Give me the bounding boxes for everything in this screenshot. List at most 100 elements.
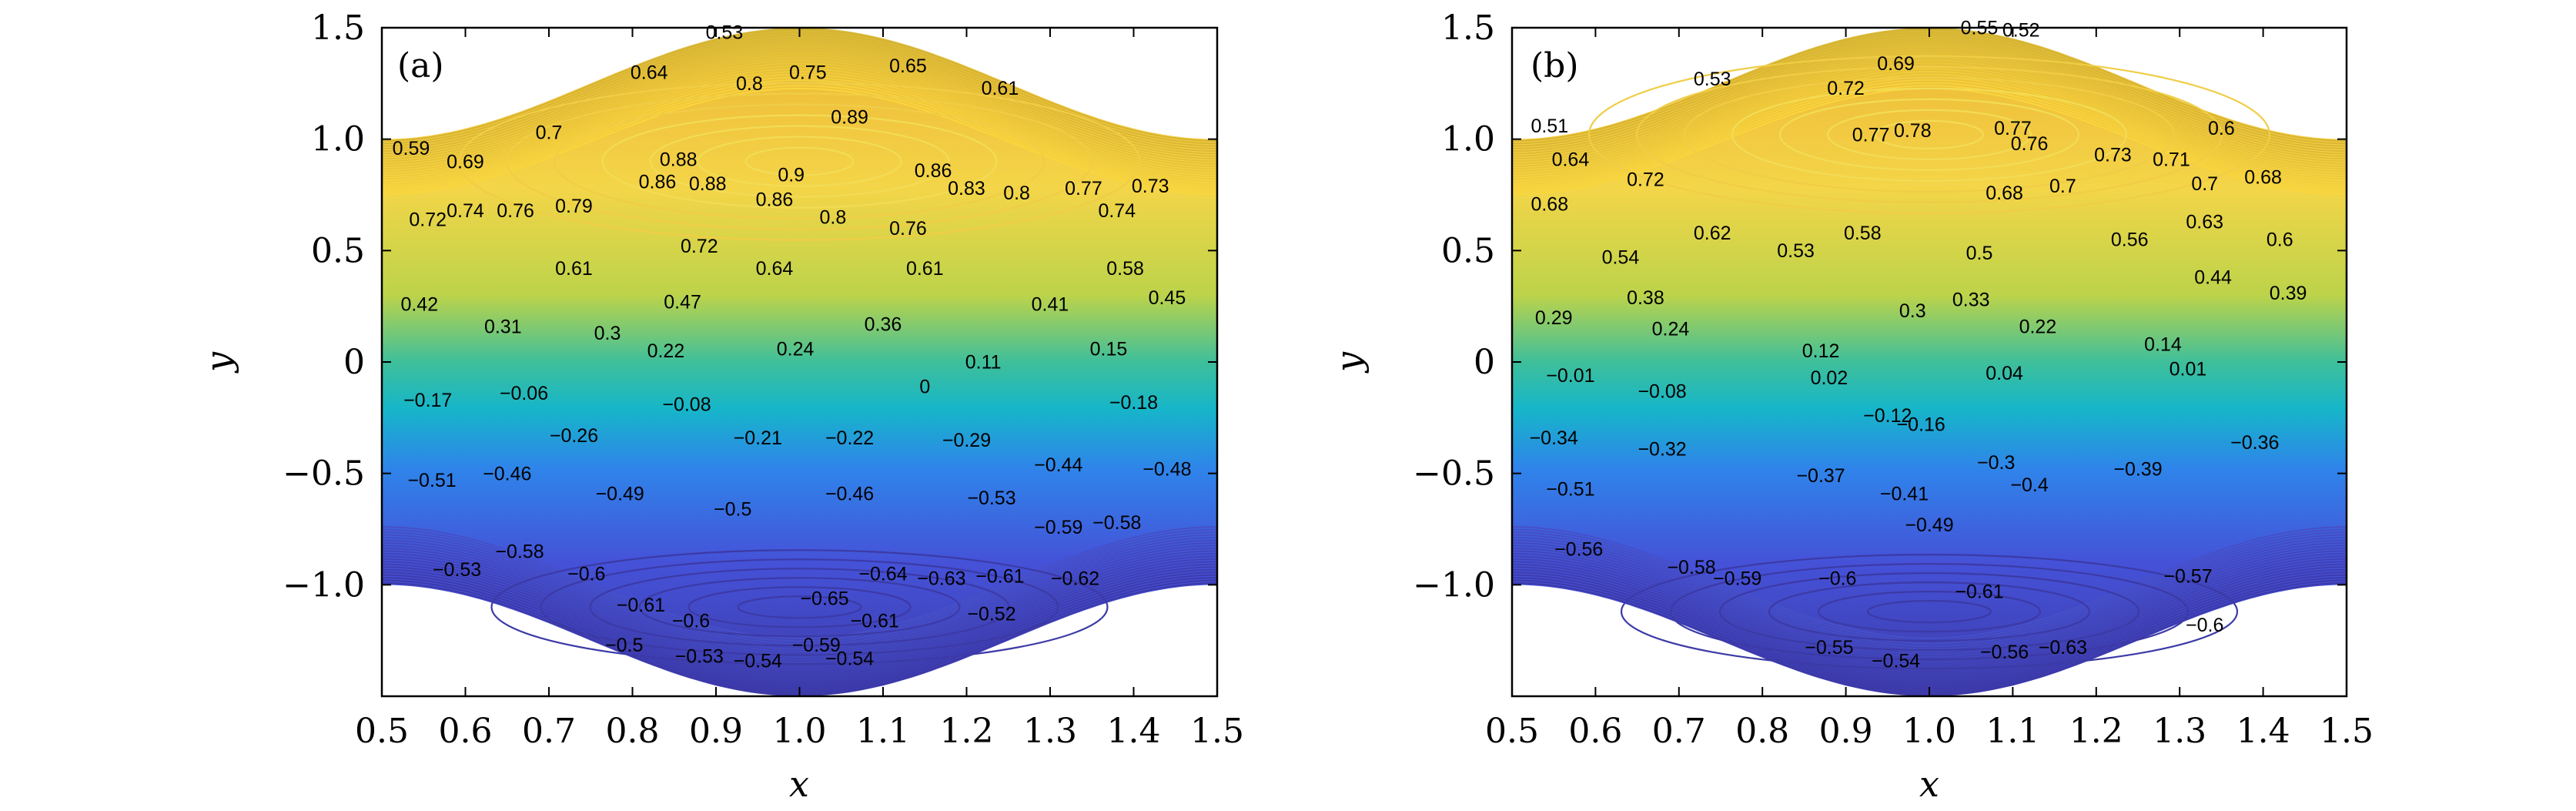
panel-a-lower-eddy-ring xyxy=(638,577,961,638)
panel-a-contour-label: 0.61 xyxy=(906,258,944,280)
panel-b-upper-streamline xyxy=(1512,39,2347,152)
panel-b-upper-eddy-ring xyxy=(1635,65,2223,203)
panel-a-lower-streamline xyxy=(382,571,1217,685)
panel-a-x-tick-label: 1.1 xyxy=(856,712,910,751)
panel-a-contour-label: 0.72 xyxy=(409,209,447,231)
panel-a-flow-field xyxy=(382,28,1217,696)
panel-a-contour-label: −0.52 xyxy=(967,604,1015,625)
panel-a-upper-streamline xyxy=(382,87,1217,196)
panel-b-contour-label: −0.6 xyxy=(1818,568,1856,589)
panel-a-lower-streamline xyxy=(382,561,1217,674)
panel-a-y-tick-label: 0 xyxy=(343,343,365,382)
panel-a-contour-label: 0.69 xyxy=(447,151,484,173)
panel-a-y-ticks: 1.5 1.0 0.5 0 −0.5 −1.0 xyxy=(283,8,1217,605)
panel-a-lower-streamline xyxy=(382,547,1217,661)
panel-b-upper-eddy-ring xyxy=(1874,119,1985,149)
panel-b-contour-label: 0.01 xyxy=(2170,358,2207,380)
panel-a-lower-streamline xyxy=(382,528,1217,642)
panel-a-upper-eddy-ring xyxy=(506,92,1093,230)
panel-b-contour-label: 0.63 xyxy=(2186,211,2223,233)
panel-b-contour-label: −0.32 xyxy=(1638,439,1686,461)
panel-b-contour-label: 0.5 xyxy=(1966,243,1993,264)
panel-a-lower-streamline xyxy=(382,558,1217,672)
panel-b-x-axis-title: x xyxy=(1919,763,1939,805)
panel-a-x-tick-label: 1.2 xyxy=(940,712,994,751)
panel-a-x-tick-label: 0.7 xyxy=(522,712,576,751)
panel-a-contour-label: −0.63 xyxy=(917,568,965,589)
panel-b-upper-eddy-ring xyxy=(1826,109,2032,160)
panel-b-contour-label: 0.53 xyxy=(1777,240,1815,262)
panel-a-upper-streamline xyxy=(382,42,1217,155)
panel-a-y-axis-title: y xyxy=(198,351,239,374)
panel-b-contour-label: 0.73 xyxy=(2094,145,2132,166)
panel-b-contour-label: 0.33 xyxy=(1952,290,1990,311)
panel-a-x-tick-label: 0.8 xyxy=(606,712,660,751)
panel-b-lower-streamline xyxy=(1512,552,2347,666)
panel-a-contour-label: 0.3 xyxy=(594,323,621,344)
panel-b-lower-streamline xyxy=(1512,571,2347,685)
panel-a-upper-streamline xyxy=(382,54,1217,165)
panel-b-lower-streamline xyxy=(1512,537,2347,650)
panel-b-contour-label: −0.61 xyxy=(1955,581,2003,603)
panel-a-contour-label: 0.61 xyxy=(982,78,1019,99)
panel-b-lower-streamline xyxy=(1512,566,2347,679)
panel-a-contour-label: 0.74 xyxy=(447,200,484,222)
panel-a-upper-streamline xyxy=(382,79,1217,188)
panel-b-lower-streamline xyxy=(1512,539,2347,653)
panel-b-upper-streamline xyxy=(1512,48,2347,160)
panel-b-contour-label: 0.68 xyxy=(2244,167,2282,189)
panel-b-x-tick-label: 0.9 xyxy=(1819,712,1873,751)
panel-b-contour-label: 0.78 xyxy=(1894,120,1932,142)
panel-b-y-ticks: 1.5 1.0 0.5 0 −0.5 −1.0 xyxy=(1413,8,2347,605)
panel-b-contour-label: −0.37 xyxy=(1796,465,1845,487)
panel-a-contour-label: 0.89 xyxy=(831,106,868,128)
panel-a-contour-label: 0.31 xyxy=(484,316,522,337)
panel-b-y-tick-label: 0 xyxy=(1474,343,1495,382)
panel-b-contour-label: 0.44 xyxy=(2194,267,2232,289)
panel-a-contour-label: −0.21 xyxy=(734,427,782,449)
panel-a-contour-label: −0.61 xyxy=(617,595,665,616)
panel-a-upper-streamline xyxy=(382,59,1217,170)
panel-b-contour-label: 0.69 xyxy=(1877,53,1915,75)
panel-b: 0.55 0.520.53 0.720.690.51 0.77 0.78 0.770.76… xyxy=(1328,8,2374,805)
panel-a-contour-label: 0.88 xyxy=(689,173,727,195)
panel-a-contour-label: −0.06 xyxy=(500,383,548,404)
panel-b-lower-streamline xyxy=(1512,561,2347,674)
panel-b-contour-label: −0.57 xyxy=(2163,565,2212,587)
panel-b-contour-label: 0.6 xyxy=(2208,118,2235,139)
panel-a-contour-label: −0.53 xyxy=(967,488,1015,509)
panel-b-contour-label: 0.12 xyxy=(1802,340,1840,362)
panel-a-contour-label: −0.46 xyxy=(483,463,531,484)
panel-a-lower-streamline xyxy=(382,531,1217,645)
panel-b-contour-label: 0.77 xyxy=(1994,118,2032,139)
panel-a-x-tick-label: 1.0 xyxy=(773,712,827,751)
panel-b-x-tick-label: 0.5 xyxy=(1485,712,1539,751)
panel-b-upper-streamline xyxy=(1512,85,2347,193)
panel-b-contour-label: −0.36 xyxy=(2230,432,2279,454)
panel-b-lower-eddy-ring xyxy=(1718,571,2140,652)
panel-b-upper-streamline xyxy=(1512,59,2347,170)
panel-b-upper-streamline xyxy=(1512,37,2347,149)
panel-a-lower-streamline xyxy=(382,545,1217,659)
panel-a-lower-streamline xyxy=(382,552,1217,666)
panel-a-contour-label: 0.83 xyxy=(948,178,985,199)
panel-a-contour-label: 0 xyxy=(919,377,930,398)
panel-b-y-tick-label: −1.0 xyxy=(1413,565,1495,605)
panel-a-contour-label: −0.5 xyxy=(605,635,643,656)
panel-a-y-tick-label: 1.0 xyxy=(311,120,365,159)
panel-a-contour-label: −0.18 xyxy=(1109,392,1158,414)
panel-b-y-tick-label: 1.0 xyxy=(1441,120,1495,159)
panel-a-upper-streamline xyxy=(382,51,1217,163)
panel-b-contour-label: −0.41 xyxy=(1880,483,1929,504)
panel-b-y-axis-title: y xyxy=(1328,351,1370,374)
panel-a-contour-label: −0.61 xyxy=(851,610,899,632)
panel-b-upper-streamline xyxy=(1512,54,2347,165)
panel-b-lower-streamline xyxy=(1512,545,2347,659)
panel-a-contour-label: 0.42 xyxy=(400,294,438,316)
panel-a-upper-eddy-ring xyxy=(554,103,1045,220)
panel-b-contour-labels: 0.55 0.520.53 0.720.690.51 0.77 0.78 0.770.76… xyxy=(1530,18,2307,672)
panel-b-upper-streamline xyxy=(1512,70,2347,180)
panel-a-upper-streamline xyxy=(382,76,1217,186)
panel-a-contour-label: −0.29 xyxy=(942,430,991,451)
panel-b-contour-label: 0.56 xyxy=(2111,230,2149,251)
